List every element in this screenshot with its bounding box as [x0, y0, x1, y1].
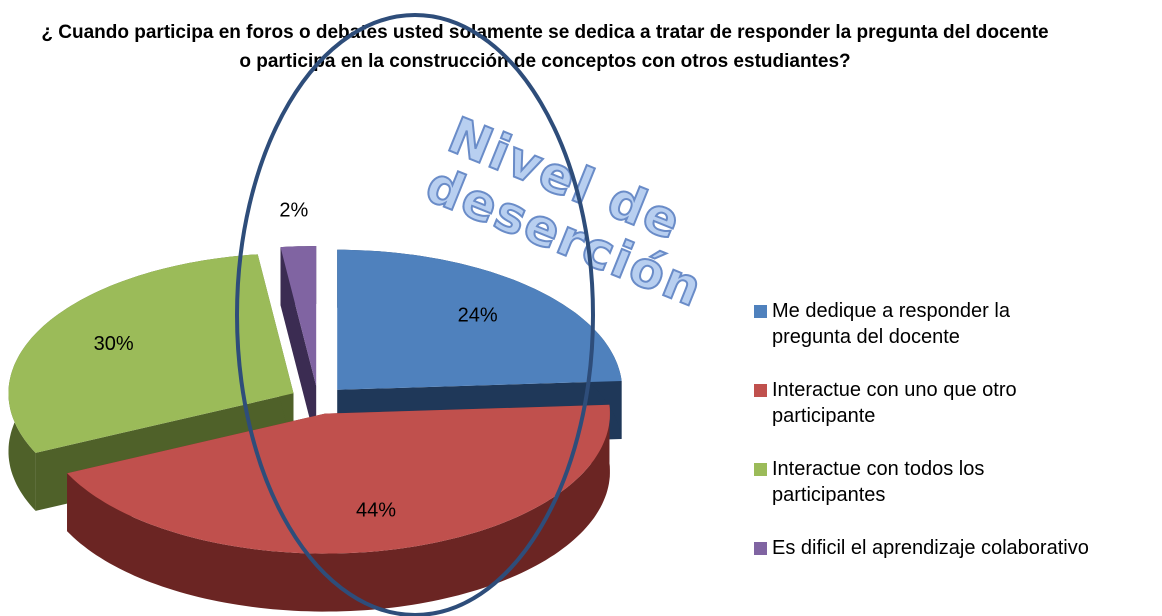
data-label: 2%	[279, 200, 308, 222]
legend-item: Interactue con todos los participantes	[752, 456, 1082, 508]
legend-label: Interactue con uno que otro participante	[772, 379, 1017, 427]
legend-label: Me dedique a responder la pregunta del d…	[772, 300, 1010, 348]
legend-item: Interactue con uno que otro participante	[752, 377, 1082, 429]
legend-label: Interactue con todos los participantes	[772, 458, 985, 506]
data-label: 30%	[94, 333, 134, 355]
legend-swatch	[754, 542, 767, 555]
slice	[8, 254, 294, 453]
legend-item: Me dedique a responder la pregunta del d…	[752, 298, 1082, 350]
legend: Me dedique a responder la pregunta del d…	[752, 298, 1089, 588]
legend-swatch	[754, 384, 767, 397]
data-label: 44%	[356, 499, 396, 521]
legend-label: Es dificil el aprendizaje colaborativo	[772, 537, 1089, 559]
chart-title: ¿ Cuando participa en foros o debates us…	[41, 22, 1049, 72]
legend-swatch	[754, 305, 767, 318]
legend-swatch	[754, 463, 767, 476]
data-label: 24%	[458, 305, 498, 327]
legend-item: Es dificil el aprendizaje colaborativo	[752, 535, 1089, 561]
